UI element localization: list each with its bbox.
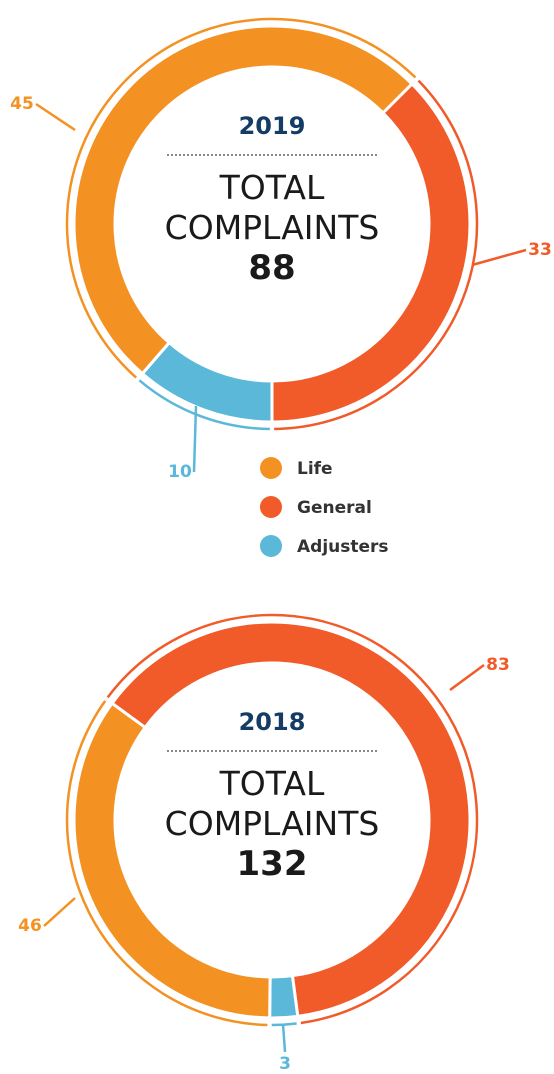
legend-swatch [260,496,282,518]
subtitle: TOTAL COMPLAINTS [164,168,380,247]
value-label: 10 [168,462,192,482]
value-label: 83 [486,655,510,675]
total: 132 [236,844,308,884]
donut-segment [270,81,472,424]
outer-ring [274,79,479,431]
leader-line [43,897,76,927]
divider [167,154,377,156]
outer-ring [65,17,417,379]
value-label: 46 [18,916,42,936]
chart-title: 2018 [238,708,306,736]
value-label: 45 [10,94,34,114]
value-label: 3 [279,1054,291,1074]
legend-label: Life [297,459,333,479]
leader-line [471,248,527,267]
subtitle: TOTAL COMPLAINTS [164,764,380,843]
outer-ring [106,613,479,1025]
center-text: 2018 TOTAL COMPLAINTS 132 [152,708,392,884]
donut-segment [72,24,415,376]
donut-segment [109,620,472,1018]
center-text: 2019 TOTAL COMPLAINTS 88 [152,112,392,288]
leader-line [281,1023,287,1053]
chart-title: 2019 [238,112,306,140]
legend-label: Adjusters [297,537,389,557]
value-label: 33 [528,240,552,260]
legend-swatch [260,535,282,557]
legend-swatch [260,457,282,479]
total: 88 [248,248,296,288]
leader-line [35,102,76,132]
outer-ring [138,379,270,431]
legend-label: General [297,498,372,518]
divider [167,750,377,752]
leader-line [449,663,485,692]
leader-line [192,405,198,473]
outer-ring [65,700,268,1027]
donut-segment [140,340,274,424]
